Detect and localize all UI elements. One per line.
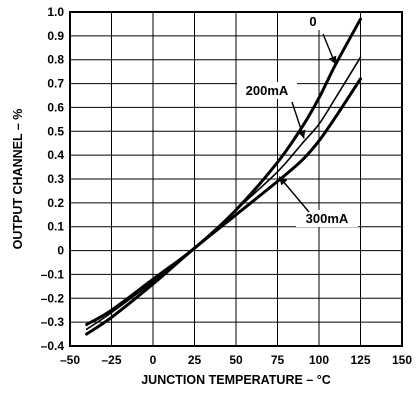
annotation-background (237, 82, 297, 99)
annotation-background (305, 13, 321, 30)
x-tick-label: 50 (229, 353, 243, 367)
y-tick-label: 0 (57, 244, 64, 258)
y-tick-label: –0.2 (41, 291, 65, 305)
series-line-0 (85, 17, 362, 327)
series-line-300ma (85, 77, 362, 336)
y-tick-label: 0.6 (47, 100, 64, 114)
annotation-arrowhead (279, 176, 288, 186)
y-tick-label: 0.8 (47, 53, 64, 67)
annotation-arrowhead (297, 129, 306, 139)
x-axis-title: JUNCTION TEMPERATURE – °C (141, 373, 331, 387)
annotation-label-300ma: 300mA (306, 211, 349, 226)
y-tick-label: 0.9 (47, 29, 64, 43)
y-tick-label: –0.3 (41, 315, 65, 329)
series-line-200ma (85, 56, 362, 331)
x-tick-label: 75 (271, 353, 285, 367)
y-tick-label: 0.2 (47, 196, 64, 210)
y-tick-label: 1.0 (47, 5, 64, 19)
y-tick-labels: –0.4 –0.3 –0.2 –0.1 0 0.1 0.2 0.3 0.4 0.5 0.6 0.7 0.… (41, 5, 65, 353)
annotation-background (296, 210, 358, 227)
x-tick-label: 150 (392, 353, 412, 367)
annotations: 0 200mA 300mA (237, 13, 358, 227)
plot-frame (69, 11, 403, 347)
annotation-label-200ma: 200mA (246, 83, 289, 98)
y-tick-label: 0.5 (47, 124, 64, 138)
y-tick-label: –0.1 (41, 267, 65, 281)
y-tick-label: –0.4 (41, 339, 65, 353)
y-tick-label: 0.7 (47, 77, 64, 91)
y-axis-title: OUTPUT CHANNEL – % (11, 109, 25, 250)
x-tick-label: –25 (101, 353, 121, 367)
y-tick-label: 0.3 (47, 172, 64, 186)
y-tick-label: 0.1 (47, 220, 64, 234)
x-tick-label: 25 (188, 353, 202, 367)
grid (69, 11, 403, 347)
x-tick-label: 0 (150, 353, 157, 367)
x-tick-label: 125 (350, 353, 370, 367)
x-tick-labels: –50 –25 0 25 50 75 100 125 150 (60, 353, 412, 367)
x-tick-label: –50 (60, 353, 80, 367)
series-lines (85, 17, 362, 336)
y-tick-label: 0.4 (47, 148, 64, 162)
x-tick-label: 100 (309, 353, 329, 367)
annotation-label-0: 0 (309, 14, 316, 29)
annotation-arrowhead (328, 55, 337, 65)
